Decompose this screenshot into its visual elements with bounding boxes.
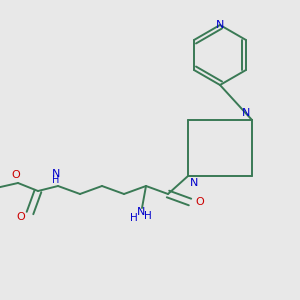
- Text: O: O: [12, 170, 20, 180]
- Text: H: H: [52, 175, 60, 185]
- Text: H: H: [130, 213, 138, 223]
- Text: N: N: [242, 108, 250, 118]
- Text: N: N: [216, 20, 224, 30]
- Text: N: N: [190, 178, 198, 188]
- Text: O: O: [196, 197, 204, 207]
- Text: N: N: [137, 207, 145, 217]
- Text: N: N: [52, 169, 60, 179]
- Text: O: O: [16, 212, 26, 222]
- Text: H: H: [144, 211, 152, 221]
